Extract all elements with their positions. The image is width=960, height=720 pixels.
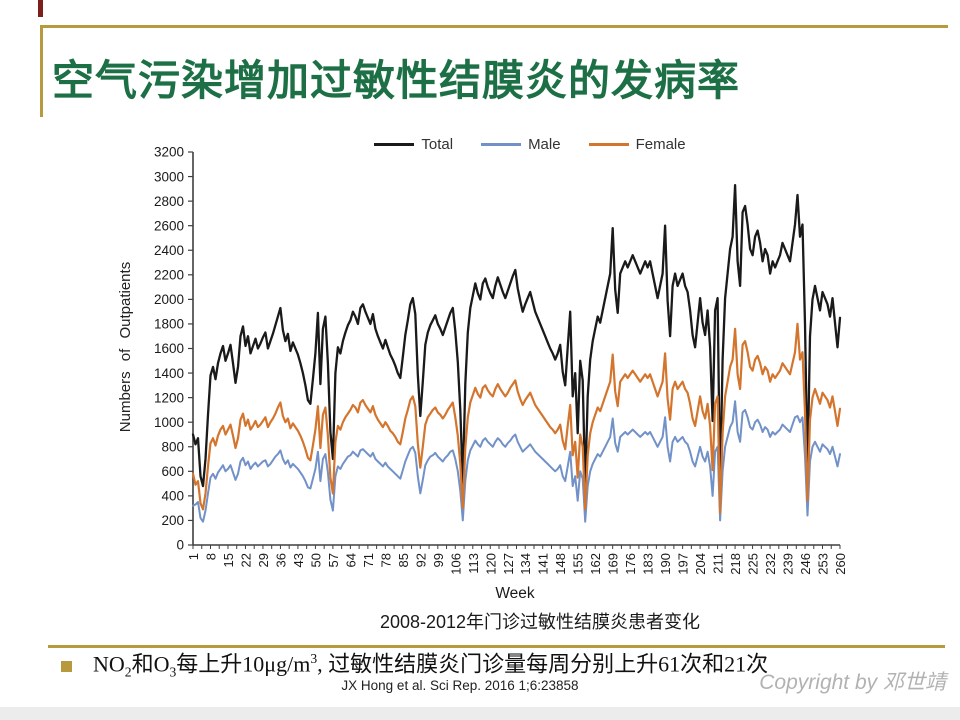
- svg-text:2400: 2400: [154, 243, 184, 258]
- svg-text:800: 800: [161, 439, 184, 454]
- svg-text:176: 176: [623, 553, 638, 575]
- maroon-accent-tick: [38, 0, 43, 17]
- svg-text:50: 50: [308, 553, 323, 567]
- svg-text:169: 169: [606, 553, 621, 575]
- svg-text:183: 183: [641, 553, 656, 575]
- svg-text:600: 600: [161, 464, 184, 479]
- bullet-text: NO2和O3每上升10μg/m3, 过敏性结膜炎门诊量每周分别上升61次和21次: [93, 651, 769, 680]
- citation-text: JX Hong et al. Sci Rep. 2016 1;6:23858: [341, 678, 579, 693]
- y-axis-ticks: 0 200 400 600 800 1000 1200 1400 1600 1800 2000 220…: [154, 145, 193, 553]
- svg-text:85: 85: [396, 553, 411, 567]
- svg-text:162: 162: [588, 553, 603, 575]
- bullet-marker: [61, 661, 72, 672]
- svg-text:2000: 2000: [154, 292, 184, 307]
- svg-text:141: 141: [536, 553, 551, 575]
- x-axis-labels: 1 8 15 22 29 36 43 50 57 64 71 78 85 92 99 106 113 120 127…: [186, 553, 848, 575]
- svg-text:1400: 1400: [154, 366, 184, 381]
- gold-top-rule: [40, 25, 948, 28]
- legend-item-female: Female: [588, 136, 686, 153]
- slide-title: 空气污染增加过敏性结膜炎的发病率: [52, 57, 741, 104]
- svg-text:8: 8: [203, 553, 218, 560]
- legend-item-total: Total: [374, 136, 453, 153]
- svg-text:92: 92: [413, 553, 428, 567]
- svg-text:2800: 2800: [154, 194, 184, 209]
- gold-left-rule: [40, 25, 43, 117]
- gold-bottom-rule: [48, 645, 945, 648]
- svg-text:15: 15: [221, 553, 236, 567]
- male-line-swatch: [481, 143, 522, 146]
- svg-text:246: 246: [798, 553, 813, 575]
- svg-text:3000: 3000: [154, 169, 184, 184]
- svg-text:3200: 3200: [154, 145, 184, 160]
- svg-text:127: 127: [501, 553, 516, 575]
- svg-text:1000: 1000: [154, 415, 184, 430]
- chart-caption: 2008-2012年门诊过敏性结膜炎患者变化: [379, 612, 701, 632]
- svg-text:106: 106: [448, 553, 463, 575]
- svg-text:211: 211: [711, 553, 726, 574]
- series-female-line: [191, 322, 842, 515]
- svg-text:190: 190: [658, 553, 673, 575]
- x-axis-title: Week: [495, 585, 535, 602]
- svg-text:1800: 1800: [154, 317, 184, 332]
- legend-item-male: Male: [481, 136, 561, 153]
- chart-legend: Total Male Female: [130, 136, 930, 153]
- svg-text:1600: 1600: [154, 341, 184, 356]
- svg-text:253: 253: [816, 553, 831, 575]
- svg-text:134: 134: [518, 553, 533, 575]
- x-axis-ticks: [192, 545, 841, 549]
- svg-text:204: 204: [693, 553, 708, 575]
- copyright-watermark: Copyright by 邓世靖: [759, 671, 946, 694]
- svg-text:239: 239: [781, 553, 796, 575]
- series-male-line: [192, 400, 841, 523]
- svg-text:260: 260: [833, 553, 845, 575]
- svg-text:232: 232: [763, 553, 778, 575]
- svg-text:1200: 1200: [154, 390, 184, 405]
- svg-text:0: 0: [176, 538, 184, 553]
- bottom-edge-strip: [0, 707, 960, 720]
- svg-text:43: 43: [291, 553, 306, 567]
- total-line-swatch: [374, 143, 415, 146]
- svg-text:2200: 2200: [154, 268, 184, 283]
- svg-text:155: 155: [571, 553, 586, 575]
- series-total-line: [191, 184, 842, 490]
- svg-text:71: 71: [361, 553, 376, 567]
- svg-text:218: 218: [728, 553, 743, 575]
- svg-text:57: 57: [326, 553, 341, 567]
- svg-text:148: 148: [553, 553, 568, 575]
- svg-text:1: 1: [186, 553, 201, 560]
- svg-text:99: 99: [431, 553, 446, 567]
- svg-text:78: 78: [378, 553, 393, 567]
- legend-label-female: Female: [635, 136, 686, 153]
- svg-text:120: 120: [483, 553, 498, 575]
- svg-text:200: 200: [161, 513, 184, 528]
- chart-area: 0 200 400 600 800 1000 1200 1400 1600 1800 2000 220…: [100, 128, 848, 608]
- svg-text:29: 29: [256, 553, 271, 567]
- svg-text:64: 64: [343, 553, 358, 567]
- svg-text:400: 400: [161, 489, 184, 504]
- svg-text:22: 22: [238, 553, 253, 567]
- svg-text:113: 113: [466, 553, 481, 574]
- svg-text:197: 197: [676, 553, 691, 575]
- outpatients-line-chart: 0 200 400 600 800 1000 1200 1400 1600 1800 2000 220…: [154, 145, 848, 575]
- svg-text:2600: 2600: [154, 218, 184, 233]
- svg-text:225: 225: [746, 553, 761, 575]
- legend-label-total: Total: [421, 136, 454, 153]
- svg-text:36: 36: [273, 553, 288, 567]
- female-line-swatch: [588, 143, 629, 146]
- legend-label-male: Male: [528, 136, 561, 153]
